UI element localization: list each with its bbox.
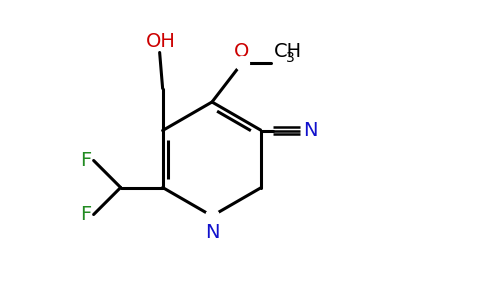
Text: F: F — [80, 151, 91, 170]
Text: O: O — [234, 42, 250, 61]
Text: CH: CH — [273, 42, 302, 61]
Text: OH: OH — [146, 32, 176, 51]
Text: N: N — [205, 223, 219, 242]
Text: N: N — [303, 121, 318, 140]
Text: 3: 3 — [287, 51, 295, 65]
Text: F: F — [80, 205, 91, 224]
